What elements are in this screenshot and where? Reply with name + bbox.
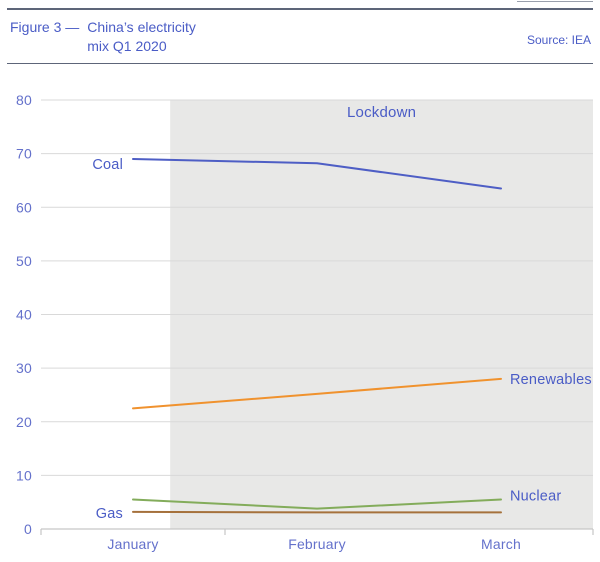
figure-title: Figure 3 — China’s electricity mix Q1 20… xyxy=(7,18,196,56)
x-tick-label-march: March xyxy=(481,536,521,552)
y-tick-label-70: 70 xyxy=(16,146,32,162)
series-label-renewables: Renewables xyxy=(510,372,592,388)
y-tick-label-50: 50 xyxy=(16,253,32,269)
series-line-gas xyxy=(132,510,502,514)
x-tick-label-january: January xyxy=(107,536,158,552)
lockdown-annotation: Lockdown xyxy=(347,104,416,121)
figure-number: Figure 3 — xyxy=(10,18,80,35)
figure-title-line1: China’s electricity xyxy=(87,18,196,35)
series-label-nuclear: Nuclear xyxy=(510,489,561,505)
series-label-coal: Coal xyxy=(92,157,123,173)
top-edge-rule xyxy=(517,1,593,2)
series-line-nuclear xyxy=(132,498,502,510)
y-tick-label-40: 40 xyxy=(16,307,32,323)
y-tick-label-80: 80 xyxy=(16,92,32,108)
x-tick-label-february: February xyxy=(288,536,346,552)
figure-header: Figure 3 — China’s electricity mix Q1 20… xyxy=(7,8,593,64)
series-line-renewables xyxy=(132,377,502,410)
y-tick-label-20: 20 xyxy=(16,414,32,430)
series-line-coal xyxy=(132,157,502,190)
y-tick-label-60: 60 xyxy=(16,199,32,215)
y-tick-label-10: 10 xyxy=(16,467,32,483)
series-label-gas: Gas xyxy=(96,506,123,522)
y-tick-label-30: 30 xyxy=(16,360,32,376)
figure-title-lines: China’s electricity mix Q1 2020 xyxy=(87,18,196,56)
figure-title-line2: mix Q1 2020 xyxy=(87,37,167,54)
y-tick-label-0: 0 xyxy=(24,521,32,537)
source-label: Source: IEA xyxy=(526,32,591,47)
